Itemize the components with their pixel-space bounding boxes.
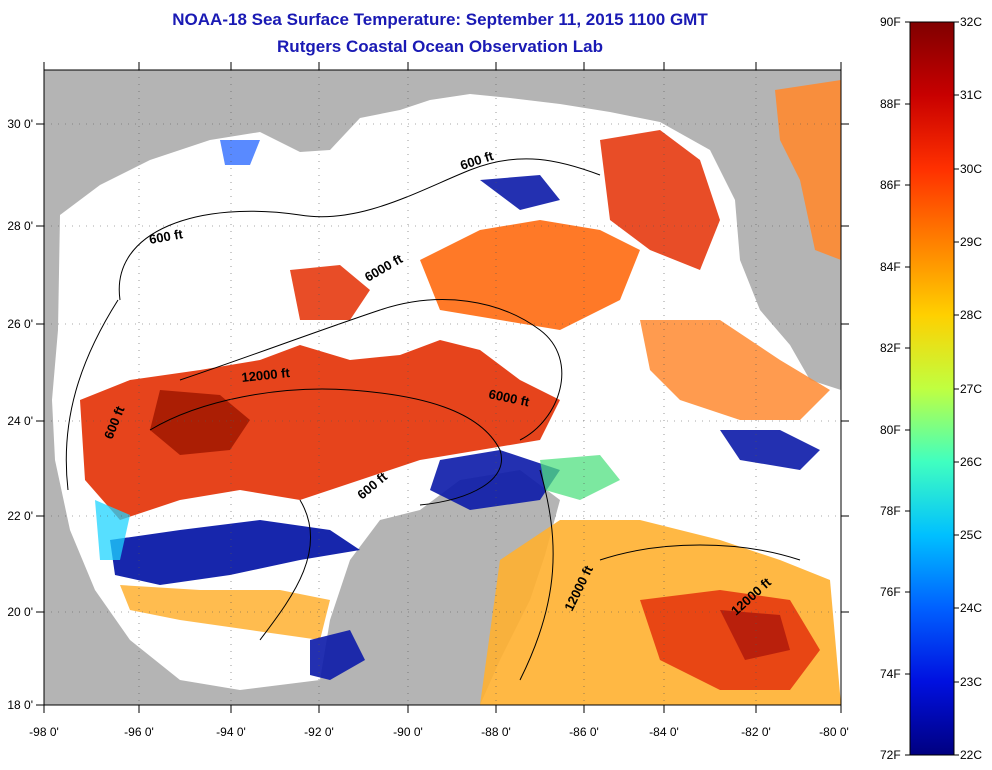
lon-tick-label: -96 0' (124, 725, 154, 739)
lat-tick-label: 30 0' (7, 117, 33, 131)
lon-tick-label: -82 0' (741, 725, 771, 739)
colorbar-c-label: 23C (960, 675, 983, 689)
colorbar-f-label: 74F (880, 667, 901, 681)
graticule (44, 70, 841, 705)
lat-tick-label: 22 0' (7, 509, 33, 523)
colorbar-f-label: 76F (880, 585, 901, 599)
colorbar-f-label: 88F (880, 97, 901, 111)
lat-tick-label: 24 0' (7, 414, 33, 428)
lon-axis: -98 0' -96 0' -94 0' -92 0' -90 0' -88 0… (29, 725, 849, 739)
lon-tick-label: -86 0' (569, 725, 599, 739)
tick-marks (36, 62, 849, 713)
colorbar-c-label: 25C (960, 528, 983, 542)
colorbar-f-label: 86F (880, 178, 901, 192)
colorbar-c-label: 29C (960, 235, 983, 249)
colorbar-c-label: 30C (960, 162, 983, 176)
map-subtitle: Rutgers Coastal Ocean Observation Lab (277, 37, 603, 56)
colorbar-f-label: 80F (880, 423, 901, 437)
lon-tick-label: -98 0' (29, 725, 59, 739)
lon-tick-label: -90 0' (393, 725, 423, 739)
contour-label-600-nw: 600 ft (148, 226, 185, 247)
lat-tick-label: 28 0' (7, 219, 33, 233)
lon-tick-label: -80 0' (819, 725, 849, 739)
colorbar-f-label: 84F (880, 260, 901, 274)
colorbar-f-label: 72F (880, 748, 901, 762)
map-title: NOAA-18 Sea Surface Temperature: Septemb… (172, 10, 708, 29)
lat-tick-label: 20 0' (7, 605, 33, 619)
lat-axis: 30 0' 28 0' 26 0' 24 0' 22 0' 20 0' 18 0… (7, 117, 33, 712)
plot-frame (43, 69, 842, 706)
colorbar-f-label: 90F (880, 15, 901, 29)
colorbar-c-label: 22C (960, 748, 983, 762)
bathymetry-contours (65, 158, 801, 681)
colorbar-c-label: 32C (960, 15, 983, 29)
colorbar-c-label: 27C (960, 382, 983, 396)
colorbar-ticks (905, 21, 959, 756)
colorbar-c-label: 31C (960, 88, 983, 102)
colorbar-c-label: 28C (960, 308, 983, 322)
colorbar-f-label: 78F (880, 504, 901, 518)
lat-tick-label: 18 0' (7, 698, 33, 712)
colorbar-f-label: 82F (880, 341, 901, 355)
temperature-colorbar (909, 21, 955, 756)
lon-tick-label: -84 0' (649, 725, 679, 739)
lon-tick-label: -92 0' (304, 725, 334, 739)
lon-tick-label: -88 0' (481, 725, 511, 739)
contour-label-12000-central: 12000 ft (241, 365, 291, 385)
colorbar-c-label: 26C (960, 455, 983, 469)
lat-tick-label: 26 0' (7, 317, 33, 331)
colorbar-c-label: 24C (960, 601, 983, 615)
lon-tick-label: -94 0' (216, 725, 246, 739)
